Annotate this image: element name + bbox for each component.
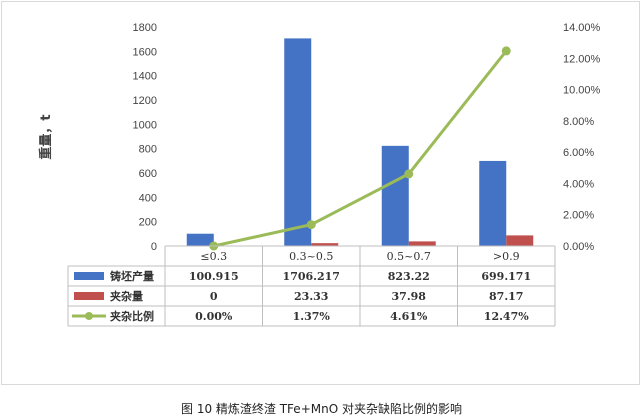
line-point (501, 46, 511, 56)
x-tick-label: ≤0.3 (200, 250, 227, 263)
data-label: 87.17 (489, 290, 523, 303)
data-label: 37.98 (392, 290, 427, 303)
x-tick-label: >0.9 (493, 250, 520, 263)
y2-tick-label: 8.00% (563, 116, 594, 128)
data-label: 0 (210, 290, 218, 303)
y-tick-label: 800 (139, 144, 157, 156)
line-point (404, 169, 414, 179)
figure-caption: 图 10 精炼渣终渣 TFe+MnO 对夹杂缺陷比例的影响 (181, 402, 462, 416)
data-label: 1706.217 (283, 270, 340, 283)
y-tick-label: 600 (139, 168, 157, 180)
data-label: 1.37% (293, 310, 331, 323)
y-tick-label: 1800 (133, 22, 157, 34)
y-tick-label: 200 (139, 217, 157, 229)
y-tick-label: 400 (139, 192, 157, 204)
data-label: 12.47% (484, 310, 529, 323)
legend-label: 铸坯产量 (110, 269, 154, 283)
bar-production (186, 233, 214, 246)
y-tick-label: 1000 (133, 119, 157, 131)
bar-inclusion (311, 243, 339, 246)
data-label: 4.61% (390, 310, 428, 323)
bar-inclusion (408, 241, 436, 246)
y2-tick-label: 2.00% (563, 210, 594, 222)
data-label: 823.22 (388, 270, 430, 283)
bar-production (284, 38, 312, 246)
chart-frame (1, 1, 640, 385)
y-tick-label: 0 (151, 241, 157, 253)
x-tick-label: 0.3~0.5 (289, 250, 333, 263)
y2-tick-label: 14.00% (563, 22, 601, 34)
data-label: 699.171 (481, 270, 531, 283)
data-label: 0.00% (195, 310, 233, 323)
legend-key-marker (85, 312, 93, 320)
bar-inclusion (506, 235, 534, 246)
bar-production (479, 160, 507, 246)
line-point (306, 220, 316, 230)
y2-tick-label: 4.00% (563, 178, 594, 190)
y2-tick-label: 0.00% (563, 241, 594, 253)
y-tick-label: 1200 (133, 95, 157, 107)
y2-tick-label: 10.00% (563, 85, 601, 97)
y2-tick-label: 6.00% (563, 147, 594, 159)
y-axis-title: 重量，t (38, 114, 54, 159)
y2-tick-label: 12.00% (563, 53, 601, 65)
y-tick-label: 1600 (133, 46, 157, 58)
x-tick-label: 0.5~0.7 (387, 250, 431, 263)
data-label: 100.915 (189, 270, 239, 283)
y-tick-label: 1400 (133, 71, 157, 83)
legend-label: 夹杂量 (110, 289, 143, 303)
line-inclusion-ratio (213, 50, 508, 248)
chart: 0 200 400 600 800 1000 1200 1400 1600 1800 0.00% 2.… (38, 22, 601, 327)
legend-label: 夹杂比例 (110, 309, 154, 323)
legend-key-1 (74, 292, 104, 300)
legend-key-0 (74, 272, 104, 280)
bar-production (381, 145, 409, 246)
data-label: 23.33 (294, 290, 328, 303)
